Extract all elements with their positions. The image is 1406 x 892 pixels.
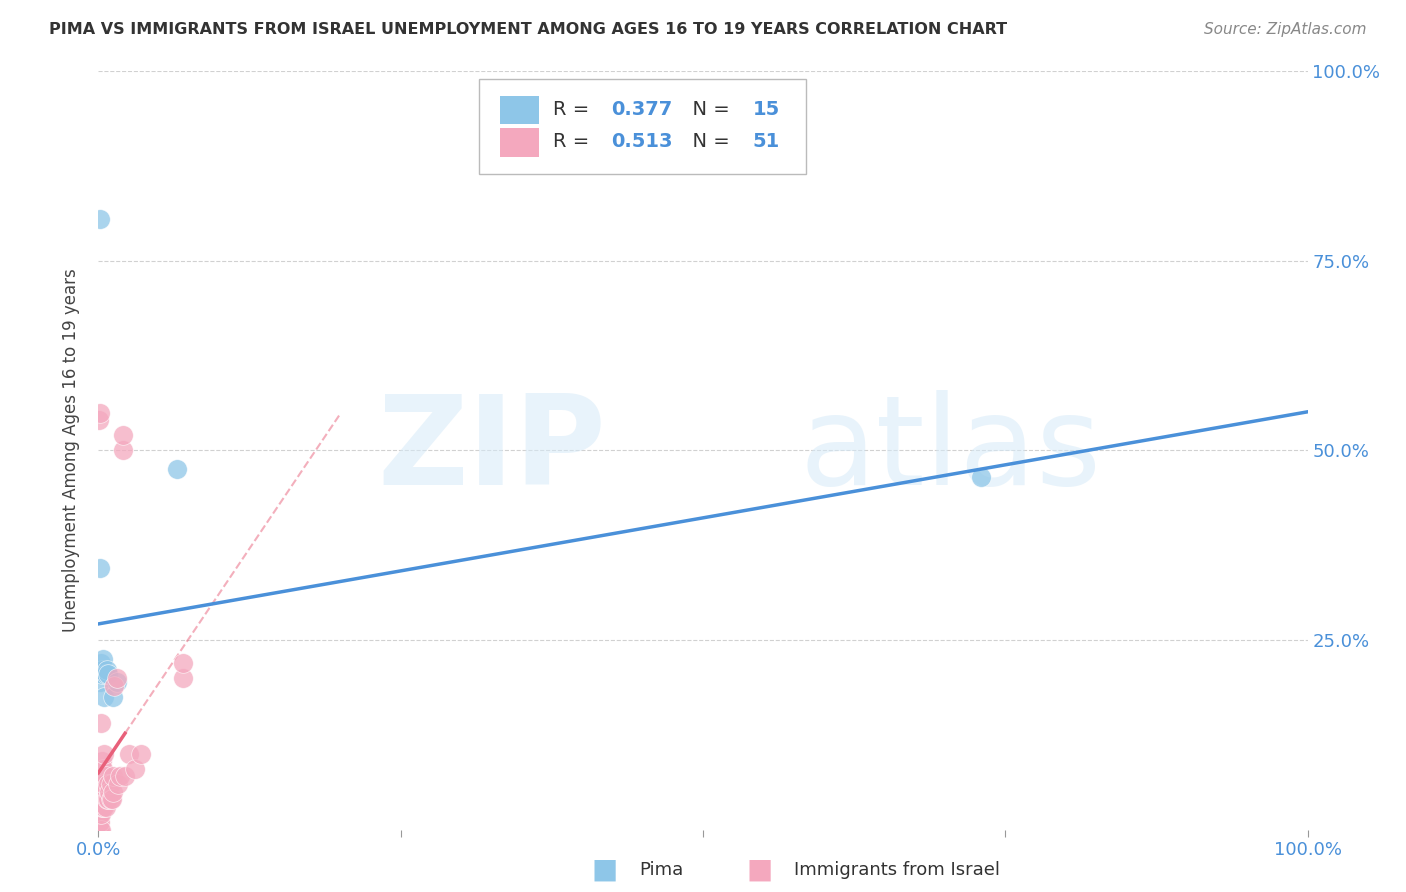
Point <box>103 678 125 692</box>
Text: R =: R = <box>553 132 596 152</box>
Text: ZIP: ZIP <box>378 390 606 511</box>
Point <box>89 674 111 689</box>
Point <box>91 785 114 799</box>
Point <box>101 690 124 704</box>
Point <box>93 800 115 814</box>
Text: 15: 15 <box>752 100 780 119</box>
Point <box>87 413 110 427</box>
Point <box>91 792 114 806</box>
Point <box>111 428 134 442</box>
Point <box>105 674 128 689</box>
Point <box>89 822 111 837</box>
Point <box>94 800 117 814</box>
Point <box>89 405 111 420</box>
Text: 0.513: 0.513 <box>612 132 672 152</box>
Point <box>91 652 114 666</box>
Point <box>89 792 111 806</box>
Point <box>105 671 128 685</box>
Text: atlas: atlas <box>800 390 1102 511</box>
Point <box>101 785 124 799</box>
Point <box>89 807 111 822</box>
Point <box>101 769 124 784</box>
Point <box>89 815 111 830</box>
Point <box>87 807 110 822</box>
Text: ■: ■ <box>592 855 617 884</box>
Point <box>97 667 120 681</box>
Point <box>100 792 122 806</box>
Point <box>94 667 117 681</box>
Point <box>91 667 114 681</box>
Point <box>166 462 188 476</box>
Point <box>90 792 112 806</box>
Point <box>970 470 993 484</box>
Point <box>91 800 114 814</box>
Point <box>118 747 141 761</box>
Point <box>89 777 111 791</box>
Point <box>90 822 112 837</box>
Point <box>87 822 110 837</box>
Point <box>124 762 146 776</box>
Point <box>93 747 115 761</box>
Point <box>93 785 115 799</box>
Text: 0.377: 0.377 <box>612 100 672 119</box>
Point <box>172 656 194 670</box>
FancyBboxPatch shape <box>501 95 538 125</box>
FancyBboxPatch shape <box>501 128 538 157</box>
Text: N =: N = <box>681 100 735 119</box>
Point <box>89 785 111 799</box>
FancyBboxPatch shape <box>479 79 806 174</box>
Point <box>94 769 117 784</box>
Point <box>114 769 136 784</box>
Point <box>91 762 114 776</box>
Y-axis label: Unemployment Among Ages 16 to 19 years: Unemployment Among Ages 16 to 19 years <box>62 268 80 632</box>
Text: Pima: Pima <box>640 861 683 879</box>
Point <box>129 747 152 761</box>
Point <box>90 807 112 822</box>
Point <box>91 755 114 769</box>
Text: PIMA VS IMMIGRANTS FROM ISRAEL UNEMPLOYMENT AMONG AGES 16 TO 19 YEARS CORRELATIO: PIMA VS IMMIGRANTS FROM ISRAEL UNEMPLOYM… <box>49 22 1007 37</box>
Text: ■: ■ <box>747 855 772 884</box>
Point <box>89 800 111 814</box>
Point <box>96 792 118 806</box>
Point <box>90 716 112 731</box>
Point <box>97 777 120 791</box>
Point <box>93 777 115 791</box>
Point <box>91 664 114 678</box>
Point <box>111 443 134 458</box>
Text: R =: R = <box>553 100 596 119</box>
Point <box>107 777 129 791</box>
Point <box>91 777 114 791</box>
Point <box>100 792 122 806</box>
Point <box>96 664 118 678</box>
Point <box>93 690 115 704</box>
Point <box>89 212 111 227</box>
Point <box>87 800 110 814</box>
Point <box>87 815 110 830</box>
Point <box>100 777 122 791</box>
Point <box>172 671 194 685</box>
Text: Source: ZipAtlas.com: Source: ZipAtlas.com <box>1204 22 1367 37</box>
Point <box>91 800 114 814</box>
Point <box>89 561 111 575</box>
Text: N =: N = <box>681 132 735 152</box>
Point <box>108 769 131 784</box>
Point <box>90 656 112 670</box>
Point <box>97 792 120 806</box>
Point <box>98 785 121 799</box>
Text: 51: 51 <box>752 132 780 152</box>
Text: Immigrants from Israel: Immigrants from Israel <box>794 861 1001 879</box>
